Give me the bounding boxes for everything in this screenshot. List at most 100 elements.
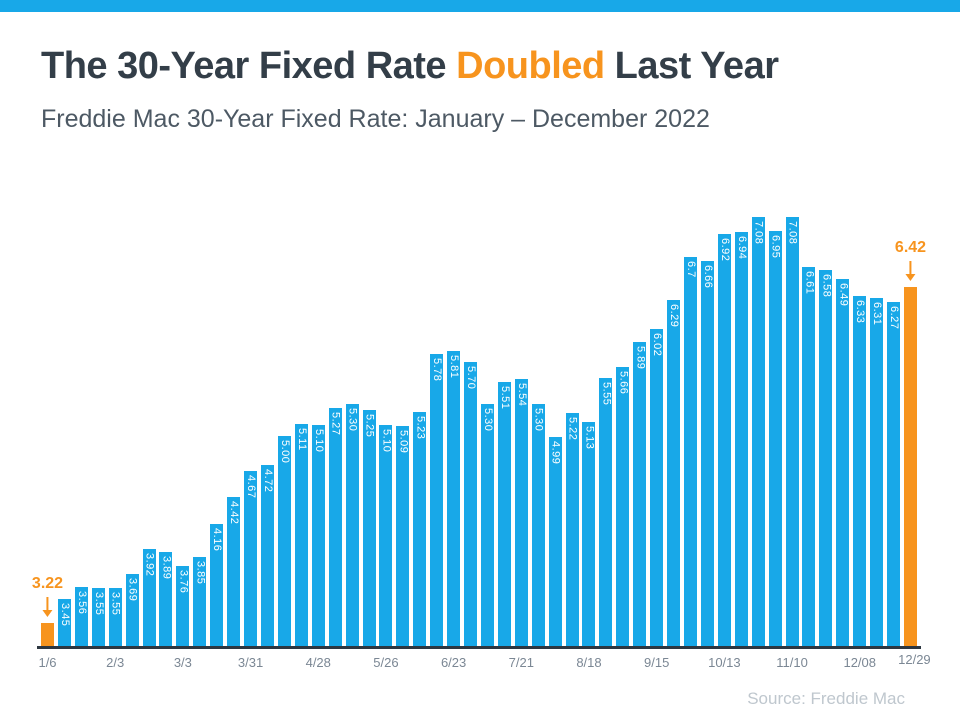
bar: 6.49 [836, 278, 850, 646]
bar-value-label: 6.92 [718, 237, 731, 261]
bar-value-label: 6.31 [871, 301, 884, 325]
rate-annotation: 6.42 [894, 238, 927, 281]
bar: 5.30 [531, 403, 545, 646]
bar-value-label: 5.11 [295, 427, 308, 451]
bar-value-label: 5.13 [583, 425, 596, 449]
bar-value-label: 6.61 [803, 270, 816, 294]
x-tick-label: 1/6 [38, 654, 57, 670]
bar-value-label: 5.22 [566, 416, 579, 440]
bar-value-label: 5.23 [414, 415, 427, 439]
bar: 3.55 [91, 587, 105, 646]
bar: 6.31 [870, 297, 884, 646]
bar-value-label: 3.76 [177, 569, 190, 593]
bar-value-label: 7.08 [752, 220, 765, 244]
bar-value-label: 5.10 [380, 428, 393, 452]
bar-value-label: 5.30 [346, 407, 359, 431]
bar-value-label: 5.89 [634, 345, 647, 369]
bar: 5.13 [582, 421, 596, 646]
bar: 5.54 [514, 378, 528, 646]
bar-value-label: 5.30 [532, 407, 545, 431]
bar: 5.00 [277, 435, 291, 646]
x-tick-label: 2/3 [106, 654, 125, 670]
bar-value-label: 6.02 [651, 332, 664, 356]
bar-value-label: 7.08 [786, 220, 799, 244]
bar-value-label: 6.95 [769, 234, 782, 258]
bar: 5.30 [480, 403, 494, 646]
bar: 4.16 [210, 523, 224, 646]
bar-value-label: 6.27 [888, 305, 901, 329]
bar-value-label: 3.92 [143, 552, 156, 576]
bar: 4.99 [548, 436, 562, 646]
bar: 5.11 [294, 423, 308, 646]
bar-value-label: 6.29 [668, 303, 681, 327]
x-tick-label: 3/31 [237, 654, 264, 670]
x-tick-label: 7/21 [508, 654, 534, 670]
x-tick-label: 8/18 [576, 654, 602, 670]
bar-value-label: 5.81 [448, 354, 461, 378]
bar: 5.30 [345, 403, 359, 646]
bar: 5.22 [565, 412, 579, 646]
bar-value-label: 5.51 [498, 385, 511, 409]
plot-area: 3.45 3.56 3.55 3.55 3.69 3.92 3.89 3.76 3.85 4.16… [32, 210, 926, 646]
x-tick-label: 4/28 [305, 654, 331, 670]
bar: 4.72 [260, 464, 274, 646]
x-tick-label: 12/08 [843, 654, 877, 670]
down-arrow-head-icon [905, 273, 916, 281]
bar-value-label: 3.45 [58, 602, 71, 626]
x-tick-label: 12/29 [898, 651, 931, 667]
x-axis-line [37, 645, 921, 649]
bar: 3.85 [193, 556, 207, 646]
bar-value-label: 3.85 [194, 560, 207, 584]
page-title: The 30-Year Fixed Rate Doubled Last Year [41, 45, 920, 88]
bar-value-label: 5.00 [278, 439, 291, 463]
bar: 5.78 [430, 353, 444, 646]
bar-value-label: 5.27 [329, 411, 342, 435]
bar: 3.55 [108, 587, 122, 646]
annotation-value-label: 6.42 [894, 238, 927, 256]
bar: 5.51 [497, 381, 511, 646]
bar-value-label: 5.78 [431, 357, 444, 381]
bar: 5.25 [362, 409, 376, 646]
top-banner [0, 0, 960, 12]
bar-value-label: 5.25 [363, 413, 376, 437]
header: The 30-Year Fixed Rate Doubled Last Year… [41, 45, 920, 134]
bar: 5.89 [633, 341, 647, 646]
source-credit: Source: Freddie Mac [747, 688, 905, 708]
bar: 5.10 [379, 424, 393, 646]
bar: 5.70 [464, 361, 478, 646]
bar-value-label: 3.56 [75, 590, 88, 614]
bar: 5.09 [396, 425, 410, 646]
bar-value-label: 4.16 [211, 527, 224, 551]
bar-value-label: 3.55 [109, 591, 122, 615]
rate-annotation: 3.22 [32, 575, 63, 617]
bar: 6.66 [700, 260, 714, 646]
down-arrow-icon [909, 260, 912, 274]
x-axis-ticks: 1/6 2/3 3/3 3/31 4/28 5/26 6/23 7/21 8/18 9/15 10/… [38, 652, 930, 673]
bar: 6.92 [717, 233, 731, 646]
bar: 5.81 [447, 350, 461, 646]
bar-value-label: 5.55 [600, 381, 613, 405]
title-highlight: Doubled [456, 45, 605, 87]
x-tick-label: 3/3 [173, 654, 192, 670]
bar: 6.95 [768, 230, 782, 646]
bar: 4.42 [227, 496, 241, 646]
bar: 5.10 [311, 424, 325, 646]
bar-value-label: 6.7 [685, 260, 698, 278]
x-tick-label: 11/10 [776, 654, 808, 670]
down-arrow-head-icon [42, 609, 53, 617]
x-tick-label: 6/23 [440, 654, 467, 670]
bar: 4.67 [244, 470, 258, 646]
bar-value-label: 6.94 [735, 235, 748, 259]
bar: 7.08 [785, 216, 799, 646]
x-tick-label: 9/15 [644, 654, 670, 670]
bar: 5.27 [328, 407, 342, 646]
bar: 3.45 [57, 598, 71, 646]
bar-value-label: 3.89 [160, 555, 173, 579]
bar: 6.29 [667, 299, 681, 646]
bar: 5.23 [413, 411, 427, 646]
bar-highlighted [904, 286, 917, 646]
bar-value-label: 6.66 [701, 264, 714, 288]
bar-chart: 3.45 3.56 3.55 3.55 3.69 3.92 3.89 3.76 3.85 4.16… [32, 210, 926, 649]
x-tick-label: 10/13 [708, 654, 741, 670]
bar-value-label: 4.72 [261, 468, 274, 492]
